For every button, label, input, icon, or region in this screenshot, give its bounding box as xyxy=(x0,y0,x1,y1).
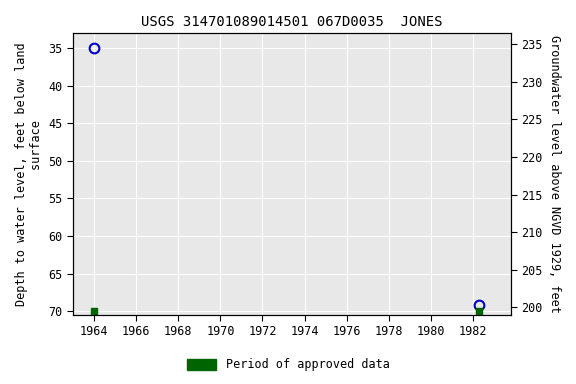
Legend: Period of approved data: Period of approved data xyxy=(182,354,394,376)
Title: USGS 314701089014501 067D0035  JONES: USGS 314701089014501 067D0035 JONES xyxy=(141,15,443,29)
Y-axis label: Groundwater level above NGVD 1929, feet: Groundwater level above NGVD 1929, feet xyxy=(548,35,561,313)
Y-axis label: Depth to water level, feet below land
        surface: Depth to water level, feet below land su… xyxy=(15,42,43,306)
